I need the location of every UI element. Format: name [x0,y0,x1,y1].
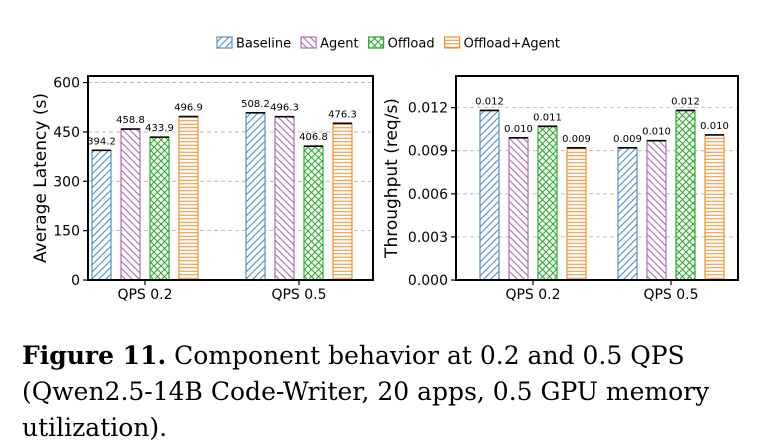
data-label: 496.9 [174,103,203,114]
data-label: 496.3 [270,103,299,114]
data-label: 0.009 [613,134,642,145]
x-tick-label: QPS 0.5 [643,287,698,303]
bar-offload-agent-qps-0-5 [704,134,725,281]
y-tick-label: 600 [53,76,80,92]
y-tick-label: 150 [53,224,80,240]
y-tick-label: 0.003 [408,230,448,246]
y-tick-label: 0.012 [408,101,448,117]
legend-swatch [368,36,385,49]
data-label: 394.2 [87,136,116,147]
legend-item-agent: Agent [300,36,359,52]
bar-offload-agent-qps-0-2 [566,147,587,281]
data-label: 433.9 [145,123,174,134]
bar-baseline-qps-0-5 [617,147,638,281]
bar-baseline-qps-0-2 [91,149,112,281]
legend-label: Agent [320,37,358,52]
plot-frame [455,75,739,281]
data-label: 458.8 [116,115,145,126]
data-label: 476.3 [328,109,357,120]
legend-item-offload: Offload [368,36,435,52]
data-label: 0.010 [642,127,671,138]
caption-text: Component behavior at 0.2 and 0.5 QPS (Q… [22,341,710,442]
data-label: 0.011 [533,112,562,123]
bar-agent-qps-0-5 [646,140,667,281]
y-tick-label: 450 [53,125,80,141]
legend-item-offload-agent: Offload+Agent [443,36,560,52]
y-tick-label: 300 [53,174,80,190]
y-axis-label: Average Latency (s) [31,93,51,263]
figure-caption: Figure 11. Component behavior at 0.2 and… [22,338,762,446]
plot-frame [87,75,374,281]
y-axis-label: Throughput (req/s) [382,98,402,259]
figure: Baseline Agent Offload Offload+Agent 0 150 30… [31,36,739,303]
data-label: 0.012 [475,96,504,107]
x-tick-label: QPS 0.2 [505,287,560,303]
legend-label: Offload+Agent [464,37,560,52]
data-label: 0.009 [562,134,591,145]
legend-swatch [216,36,233,49]
y-tick-label: 0 [71,273,80,289]
data-label: 508.2 [241,99,270,110]
bar-offload-agent-qps-0-2 [178,115,199,281]
legend-item-baseline: Baseline [216,36,291,52]
legend-swatch [300,36,317,49]
legend: Baseline Agent Offload Offload+Agent [216,36,560,52]
y-tick-label: 0.009 [408,144,448,160]
bar-offload-qps-0-5 [675,109,696,281]
y-tick-label: 0.006 [408,187,448,203]
bar-offload-qps-0-5 [303,145,324,281]
y-tick-label: 0.000 [408,273,448,289]
legend-swatch [443,36,461,49]
data-label: 0.010 [504,124,533,135]
bar-agent-qps-0-2 [120,128,141,281]
caption-label: Figure 11. [22,341,167,370]
bar-offload-agent-qps-0-5 [332,122,353,281]
x-tick-label: QPS 0.2 [117,287,172,303]
bar-offload-qps-0-2 [537,125,558,281]
legend-label: Offload [388,37,435,52]
x-tick-label: QPS 0.5 [271,287,326,303]
bar-agent-qps-0-5 [274,116,295,281]
bar-baseline-qps-0-2 [479,109,500,281]
bar-baseline-qps-0-5 [245,112,266,281]
legend-label: Baseline [236,37,291,52]
data-label: 406.8 [299,132,328,143]
data-label: 0.012 [671,96,700,107]
bar-agent-qps-0-2 [508,137,529,281]
data-label: 0.010 [700,121,729,132]
bar-offload-qps-0-2 [149,136,170,281]
